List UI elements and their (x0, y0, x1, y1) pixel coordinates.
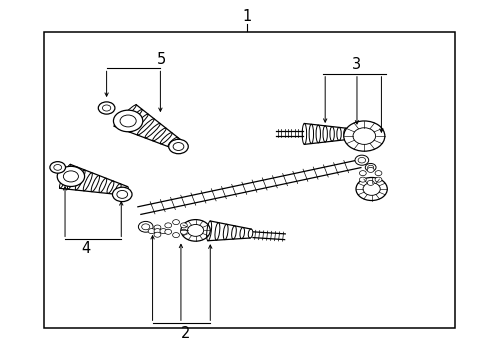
Circle shape (113, 110, 142, 132)
Text: 2: 2 (181, 325, 190, 341)
Circle shape (359, 177, 366, 182)
Circle shape (366, 167, 373, 172)
Circle shape (112, 187, 132, 202)
Circle shape (362, 183, 380, 195)
Circle shape (154, 225, 161, 230)
Circle shape (98, 102, 115, 114)
Circle shape (54, 165, 61, 170)
Circle shape (352, 128, 375, 144)
Circle shape (343, 121, 384, 151)
Circle shape (148, 229, 155, 234)
Circle shape (187, 225, 203, 236)
Circle shape (154, 229, 161, 234)
Circle shape (120, 115, 136, 127)
Circle shape (180, 229, 187, 234)
Circle shape (63, 171, 78, 182)
Circle shape (355, 177, 386, 201)
Circle shape (138, 221, 153, 232)
Circle shape (172, 233, 179, 238)
Circle shape (117, 190, 127, 198)
Circle shape (168, 139, 188, 154)
Circle shape (160, 229, 166, 234)
Circle shape (102, 105, 110, 111)
Text: 3: 3 (352, 57, 361, 72)
Circle shape (374, 171, 381, 176)
Bar (44, 32, 454, 328)
Circle shape (154, 232, 161, 237)
Circle shape (180, 223, 187, 228)
Text: 5: 5 (157, 52, 165, 67)
Circle shape (173, 143, 183, 150)
Circle shape (172, 220, 179, 225)
Circle shape (164, 223, 171, 228)
Text: 1: 1 (242, 9, 251, 24)
Circle shape (359, 171, 366, 176)
Circle shape (374, 177, 381, 182)
Circle shape (365, 163, 375, 171)
Circle shape (50, 162, 65, 173)
Circle shape (367, 165, 373, 170)
Circle shape (142, 224, 149, 230)
Circle shape (366, 180, 373, 185)
Circle shape (164, 229, 171, 234)
Circle shape (354, 155, 368, 165)
Circle shape (357, 157, 365, 163)
Circle shape (181, 220, 210, 241)
Text: 4: 4 (81, 241, 90, 256)
Circle shape (57, 166, 84, 186)
